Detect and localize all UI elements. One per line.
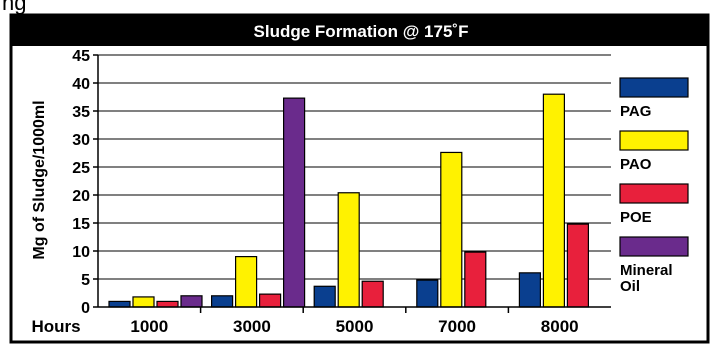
bar-pao-1000 (132, 296, 155, 308)
legend-swatch-pag (619, 77, 689, 98)
bar-pag-3000 (211, 295, 234, 308)
y-tick-label: 30 (72, 132, 90, 149)
x-axis-label: Hours (31, 317, 80, 336)
bar-mineral-oil-1000 (180, 295, 203, 308)
x-category-label: 3000 (233, 317, 271, 336)
bar-pao-8000 (542, 93, 566, 308)
bar-pao-5000 (337, 192, 360, 308)
bar-pag-5000 (313, 285, 336, 308)
bar-pag-8000 (518, 272, 542, 308)
axis-layer: 0 5 10 15 20 25 30 35 40 45 1000 3000 5000 7000 8000 (72, 48, 611, 336)
bar-poe-5000 (361, 280, 384, 308)
y-tick-label: 40 (72, 76, 90, 93)
bar-poe-8000 (566, 223, 590, 308)
x-category-label: 7000 (438, 317, 476, 336)
y-tick-label: 0 (81, 300, 90, 317)
x-category-label: 5000 (336, 317, 374, 336)
top-text-fragment: ng (2, 0, 26, 15)
y-tick-label: 15 (72, 216, 90, 233)
bar-poe-1000 (156, 300, 179, 308)
legend-label: Oil (620, 278, 640, 295)
y-axis-label: Mg of Sludge/1000ml (31, 100, 48, 259)
x-category-label: 8000 (541, 317, 579, 336)
y-tick-label: 25 (72, 160, 90, 177)
y-tick-label: 45 (72, 48, 90, 65)
y-tick-label: 20 (72, 188, 90, 205)
y-tick-label: 35 (72, 104, 90, 121)
bar-pao-7000 (440, 151, 463, 308)
bar-pag-1000 (108, 300, 131, 308)
x-category-label: 1000 (130, 317, 168, 336)
legend-swatch-mineral-oil (619, 236, 689, 257)
y-tick-label: 10 (72, 244, 90, 261)
chart-title: Sludge Formation @ 175˚F (254, 22, 469, 41)
bar-poe-7000 (464, 251, 487, 308)
legend-label: PAG (620, 103, 651, 120)
bar-pag-7000 (416, 279, 439, 308)
bar-poe-3000 (259, 293, 282, 308)
legend-swatch-pao (619, 130, 689, 151)
bar-mineral-oil-3000 (283, 97, 306, 308)
legend-label: POE (620, 209, 652, 226)
bar-pao-3000 (235, 256, 258, 308)
legend-label: Mineral (620, 262, 673, 279)
legend-label: PAO (620, 156, 652, 173)
legend-swatch-poe (619, 183, 689, 204)
y-tick-label: 5 (81, 272, 90, 289)
title-bar (11, 15, 708, 46)
